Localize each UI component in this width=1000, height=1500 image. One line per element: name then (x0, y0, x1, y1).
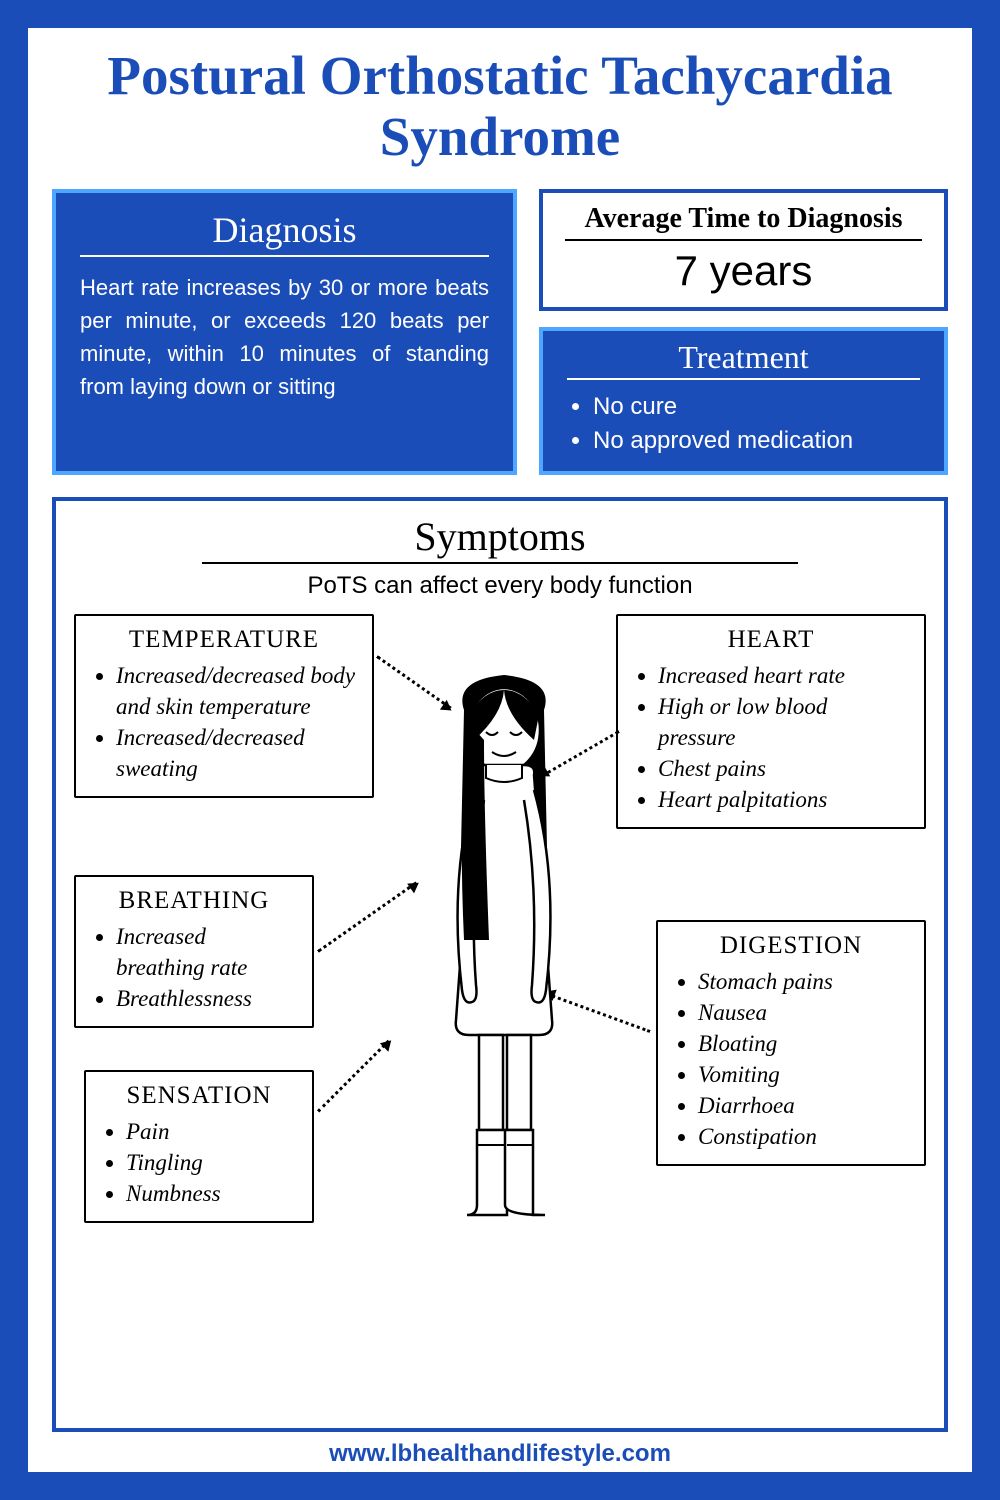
list-item: Constipation (698, 1121, 910, 1152)
list-item: Heart palpitations (658, 784, 910, 815)
diagnosis-text: Heart rate increases by 30 or more beats… (80, 271, 489, 403)
footer-url: www.lbhealthandlifestyle.com (52, 1440, 948, 1468)
avg-time-box: Average Time to Diagnosis 7 years (539, 189, 948, 311)
list-item: Bloating (698, 1028, 910, 1059)
diagnosis-heading: Diagnosis (80, 209, 489, 257)
treatment-list: No cure No approved medication (567, 390, 920, 457)
top-row: Diagnosis Heart rate increases by 30 or … (52, 189, 948, 475)
list-item: Increased heart rate (658, 660, 910, 691)
list-item: Pain (126, 1116, 298, 1147)
symptoms-heading: Symptoms (74, 513, 926, 562)
list-item: Stomach pains (698, 966, 910, 997)
card-list: Pain Tingling Numbness (100, 1116, 298, 1209)
card-title: BREATHING (90, 887, 298, 915)
card-list: Increased heart rate High or low blood p… (632, 660, 910, 815)
divider (202, 562, 798, 564)
symptoms-subtitle: PoTS can affect every body function (74, 572, 926, 600)
person-illustration (414, 660, 594, 1220)
list-item: Numbness (126, 1178, 298, 1209)
avg-time-value: 7 years (565, 247, 922, 295)
card-title: DIGESTION (672, 932, 910, 960)
card-list: Increased breathing rate Breathlessness (90, 921, 298, 1014)
card-list: Stomach pains Nausea Bloating Vomiting D… (672, 966, 910, 1152)
page-container: Postural Orthostatic Tachycardia Syndrom… (28, 28, 972, 1472)
treatment-heading: Treatment (567, 339, 920, 380)
list-item: Increased/decreased body and skin temper… (116, 660, 358, 722)
list-item: High or low blood pressure (658, 691, 910, 753)
list-item: Increased breathing rate (116, 921, 298, 983)
card-title: HEART (632, 626, 910, 654)
card-sensation: SENSATION Pain Tingling Numbness (84, 1070, 314, 1223)
arrow-icon (317, 882, 417, 953)
card-heart: HEART Increased heart rate High or low b… (616, 614, 926, 829)
card-temperature: TEMPERATURE Increased/decreased body and… (74, 614, 374, 798)
symptoms-diagram: TEMPERATURE Increased/decreased body and… (74, 610, 926, 1290)
list-item: Tingling (126, 1147, 298, 1178)
list-item: Chest pains (658, 753, 910, 784)
list-item: Diarrhoea (698, 1090, 910, 1121)
diagnosis-box: Diagnosis Heart rate increases by 30 or … (52, 189, 517, 475)
right-column: Average Time to Diagnosis 7 years Treatm… (539, 189, 948, 475)
avg-time-heading: Average Time to Diagnosis (565, 203, 922, 241)
list-item: Nausea (698, 997, 910, 1028)
treatment-item: No approved medication (593, 424, 920, 458)
card-list: Increased/decreased body and skin temper… (90, 660, 358, 784)
treatment-box: Treatment No cure No approved medication (539, 327, 948, 475)
main-title: Postural Orthostatic Tachycardia Syndrom… (52, 46, 948, 167)
card-breathing: BREATHING Increased breathing rate Breat… (74, 875, 314, 1028)
treatment-item: No cure (593, 390, 920, 424)
card-digestion: DIGESTION Stomach pains Nausea Bloating … (656, 920, 926, 1166)
list-item: Increased/decreased sweating (116, 722, 358, 784)
list-item: Vomiting (698, 1059, 910, 1090)
card-title: TEMPERATURE (90, 626, 358, 654)
list-item: Breathlessness (116, 983, 298, 1014)
symptoms-box: Symptoms PoTS can affect every body func… (52, 497, 948, 1432)
arrow-icon (317, 1040, 390, 1113)
card-title: SENSATION (100, 1082, 298, 1110)
